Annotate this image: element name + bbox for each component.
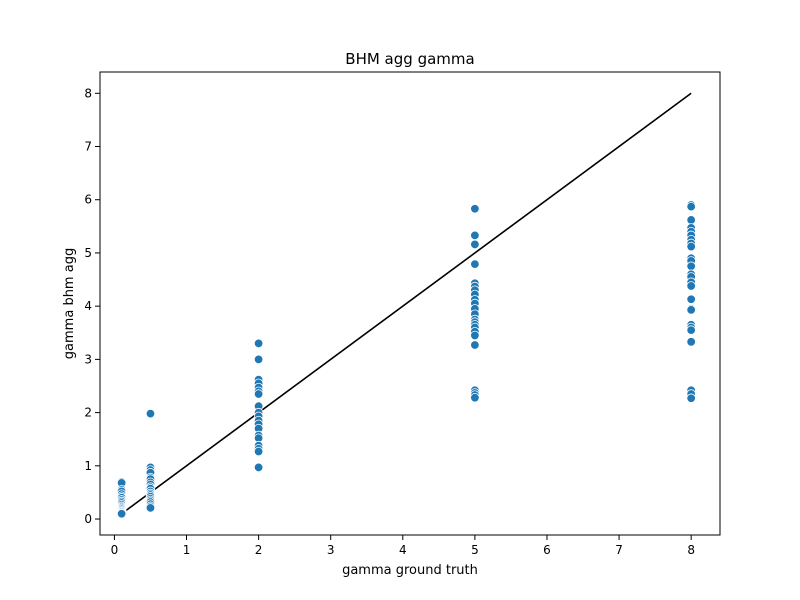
x-axis: 0 1 2 3 4 5 6 7 8: [111, 535, 695, 557]
data-point: [253, 462, 264, 473]
y-tick-label: 1: [84, 459, 92, 473]
y-tick-label: 8: [84, 86, 92, 100]
data-point: [686, 201, 696, 212]
data-point: [253, 389, 264, 399]
data-point: [470, 259, 480, 269]
y-tick-label: 7: [84, 140, 92, 154]
plot-area: 0 1 2 3 4 5 6 7 8 0 1 2 3 4 5 6 7 8: [84, 71, 721, 557]
x-tick-label: 2: [255, 543, 263, 557]
data-point: [470, 239, 480, 250]
y-tick-label: 4: [84, 299, 92, 313]
data-point: [686, 294, 696, 304]
y-tick-label: 2: [84, 406, 92, 420]
data-point: [686, 241, 696, 252]
data-point: [145, 408, 156, 419]
y-tick-label: 6: [84, 193, 92, 207]
data-point: [470, 230, 480, 241]
x-tick-label: 3: [327, 543, 335, 557]
data-point: [470, 392, 480, 403]
x-tick-label: 5: [471, 543, 479, 557]
data-point: [686, 337, 696, 347]
x-axis-label: gamma ground truth: [342, 563, 478, 578]
y-tick-label: 3: [84, 352, 92, 366]
data-point: [116, 509, 127, 519]
x-tick-label: 6: [543, 543, 551, 557]
data-point: [145, 503, 156, 513]
x-tick-label: 7: [615, 543, 623, 557]
data-point: [686, 261, 696, 271]
data-point: [253, 446, 264, 457]
plot-frame: [99, 71, 721, 536]
y-tick-label: 5: [84, 246, 92, 260]
data-point: [686, 305, 696, 315]
x-tick-label: 8: [687, 543, 695, 557]
y-axis-label: gamma bhm agg: [62, 248, 77, 359]
y-axis: 0 1 2 3 4 5 6 7 8: [84, 86, 100, 526]
data-point: [253, 338, 264, 349]
data-point: [686, 393, 696, 403]
reference-line: [121, 92, 692, 515]
chart-title: BHM agg gamma: [345, 50, 474, 68]
data-point: [470, 204, 480, 214]
data-point: [470, 340, 480, 350]
y-tick-label: 0: [84, 512, 92, 526]
data-point: [470, 330, 480, 341]
data-points: [116, 200, 696, 519]
data-point: [253, 354, 264, 365]
x-tick-label: 0: [111, 543, 119, 557]
x-tick-label: 4: [399, 543, 407, 557]
data-point: [686, 325, 696, 335]
x-tick-label: 1: [183, 543, 191, 557]
data-point: [686, 281, 696, 291]
data-point: [686, 215, 696, 225]
